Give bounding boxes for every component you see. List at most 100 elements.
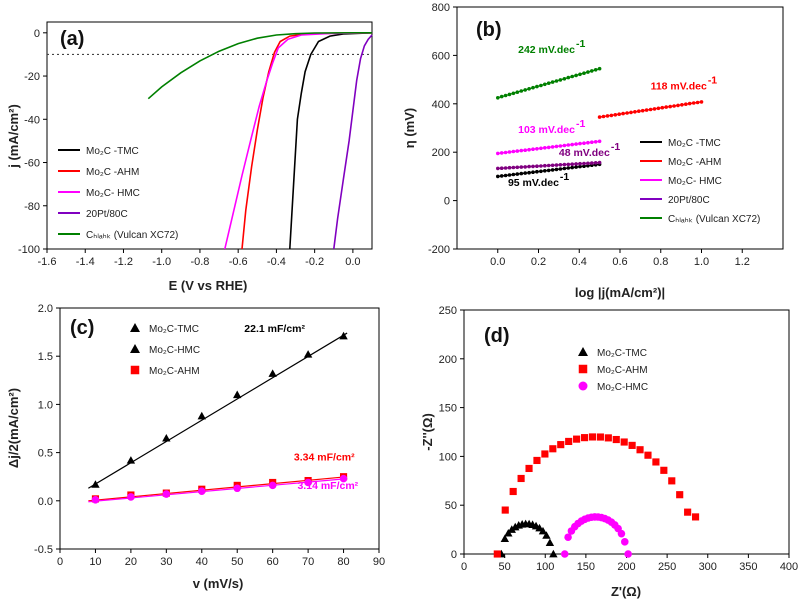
panel-b-point-20Pt/80C <box>554 163 559 167</box>
panel-c-point-Mo2C-TMC <box>197 411 206 420</box>
panel-b-point-Mo2C-AHM <box>699 100 704 104</box>
panel-d-ytick-label: 150 <box>439 403 457 415</box>
panel-b-slope-label: 95 mV.dec <box>508 177 559 189</box>
panel-b-point-20Pt/80C <box>503 166 508 170</box>
panel-c-xtick-label: 40 <box>196 556 208 568</box>
panel-d-xtick-label: 100 <box>536 561 554 573</box>
panel-d-point-Mo2C-AHM <box>588 433 597 441</box>
panel-d-point-Mo2C-TMC <box>538 526 548 535</box>
panel-d-point-Mo2C-AHM <box>660 466 668 474</box>
panel-b-ylabel: η (mV) <box>402 108 417 148</box>
panel-b-point-Mo2C-TMC <box>496 174 500 179</box>
panel-c-point-Mo2C-TMC <box>162 433 171 442</box>
panel-c-ytick-label: 1.0 <box>38 399 53 411</box>
panel-b-point-Mo2C-HMC <box>578 141 582 146</box>
panel-d-point-Mo2C-AHM <box>549 445 557 453</box>
panel-b-point-Mo2C-AHM <box>633 110 637 114</box>
panel-c-point-Mo2C-TMC <box>339 331 348 340</box>
panel-b-point-Mo2C-TMC <box>511 172 516 177</box>
panel-b-point-20Pt/80C <box>597 160 602 165</box>
panel-b-xtick-label: 1.0 <box>694 256 709 268</box>
panel-b-point-Mo2C-AHM <box>660 105 665 110</box>
panel-b-point-Cblack <box>546 81 551 85</box>
panel-b-point-Cblack <box>574 73 578 78</box>
panel-b-point-Mo2C-TMC <box>558 167 563 171</box>
panel-d-point-Mo2C-HMC <box>621 538 629 546</box>
panel-b-point-Mo2C-TMC <box>570 165 574 170</box>
panel-b-point-Mo2C-TMC <box>578 164 582 169</box>
panel-a-series-Mo2C-TMC <box>289 32 373 250</box>
panel-d-xtick-label: 350 <box>739 561 757 573</box>
panel-b-slope-sup: -1 <box>560 171 569 183</box>
panel-b-point-Mo2C-HMC <box>499 151 504 155</box>
panel-b-point-20Pt/80C <box>590 161 594 165</box>
panel-d-point-Mo2C-AHM <box>620 438 628 446</box>
panel-a: -1.6 -1.4 -1.2 -1.0 -0.8 -0.6 -0.4 -0.2 0.0 0 -20 -… <box>6 21 373 293</box>
panel-d-point-Mo2C-AHM <box>501 506 509 514</box>
panel-a-ylabel: j (mA/cm²) <box>6 104 21 169</box>
panel-b-point-Mo2C-AHM <box>687 101 692 106</box>
panel-b-point-Mo2C-TMC <box>515 172 520 176</box>
panel-d-point-Mo2C-AHM <box>493 550 501 558</box>
panel-b-slope-sup: -1 <box>611 141 620 153</box>
panel-d-point-Mo2C-AHM <box>628 441 636 449</box>
panel-b-point-Mo2C-HMC <box>558 144 563 148</box>
panel-c-letter: (c) <box>70 317 94 339</box>
panel-a-frame <box>46 21 373 250</box>
panel-d-point-Mo2C-AHM <box>691 513 700 521</box>
panel-d-point-Mo2C-AHM <box>565 437 573 446</box>
panel-b-ytick-label: 0 <box>444 196 450 208</box>
panel-d-point-Mo2C-AHM <box>517 474 525 483</box>
panel-c-point-Mo2C-TMC <box>233 390 242 399</box>
panel-d-point-Mo2C-AHM <box>636 446 644 454</box>
panel-d-point-Mo2C-TMC <box>542 531 551 539</box>
panel-d-point-Mo2C-HMC <box>624 550 632 558</box>
panel-b-slope-sup: -1 <box>708 74 717 86</box>
panel-b-point-Mo2C-TMC <box>527 170 531 175</box>
panel-b-slope-label: 103 mV.dec <box>518 124 575 136</box>
panel-b-legend-label: Mo₂C -TMC <box>668 138 721 149</box>
panel-d-xtick-label: 400 <box>780 561 798 573</box>
panel-c-xtick-label: 0 <box>57 556 63 568</box>
panel-a-legend-label: Mo₂C -TMC <box>86 146 139 157</box>
panel-b-point-20Pt/80C <box>570 162 574 166</box>
panel-b-point-Cblack <box>558 78 563 82</box>
panel-c-xtick-label: 70 <box>302 556 314 568</box>
panel-c-xtick-label: 30 <box>160 556 172 568</box>
panel-a-ytick-label: -40 <box>24 114 40 126</box>
panel-c-ytick-label: 0.5 <box>38 448 53 460</box>
panel-b-point-Cblack <box>578 72 582 77</box>
panel-b-point-Cblack <box>550 80 555 84</box>
panel-b-point-Cblack <box>593 68 598 72</box>
panel-a-legend-label: Mo₂C -AHM <box>86 167 139 178</box>
panel-b-point-Mo2C-HMC <box>570 142 574 147</box>
panel-a-ytick-label: -80 <box>24 201 40 213</box>
panel-b-point-Cblack <box>511 91 516 96</box>
panel-a-xtick-label: -0.4 <box>267 256 286 268</box>
panel-b-legend-label: Mo₂C -AHM <box>668 157 721 168</box>
panel-d-point-Mo2C-TMC <box>500 534 510 543</box>
panel-b-point-Mo2C-TMC <box>550 168 555 172</box>
panel-d-letter: (d) <box>484 325 510 347</box>
panel-d-xtick-label: 150 <box>577 561 595 573</box>
panel-d-point-Mo2C-AHM <box>612 435 620 444</box>
panel-b-point-Cblack <box>582 71 586 75</box>
panel-b-point-Cblack <box>562 77 567 81</box>
panel-c-capacitance-label: 22.1 mF/cm² <box>244 323 305 335</box>
panel-b-point-Mo2C-HMC <box>531 147 535 151</box>
panel-b-point-20Pt/80C <box>507 165 512 170</box>
panel-b-point-20Pt/80C <box>574 162 578 166</box>
panel-b-point-Mo2C-AHM <box>621 111 625 116</box>
panel-c-legend-label: Mo₂C-AHM <box>149 366 200 377</box>
panel-b-point-Mo2C-TMC <box>499 174 504 178</box>
panel-a-xlabel: E (V vs RHE) <box>169 278 248 293</box>
panel-b-slope-label: 118 mV.dec <box>651 80 707 92</box>
panel-b-point-Cblack <box>531 85 535 90</box>
panel-c: 0 10 20 30 40 50 60 70 80 90 -0.5 0.0 0.5 1.0 1.5 2.0 (… <box>6 303 385 591</box>
panel-b-point-Mo2C-AHM <box>691 101 696 105</box>
panel-b-point-Mo2C-AHM <box>656 106 661 111</box>
panel-b-point-Mo2C-AHM <box>680 103 684 107</box>
panel-a-xtick-label: -1.0 <box>152 256 171 268</box>
panel-c-xtick-label: 50 <box>231 556 243 568</box>
panel-b-point-Mo2C-AHM <box>672 104 676 108</box>
